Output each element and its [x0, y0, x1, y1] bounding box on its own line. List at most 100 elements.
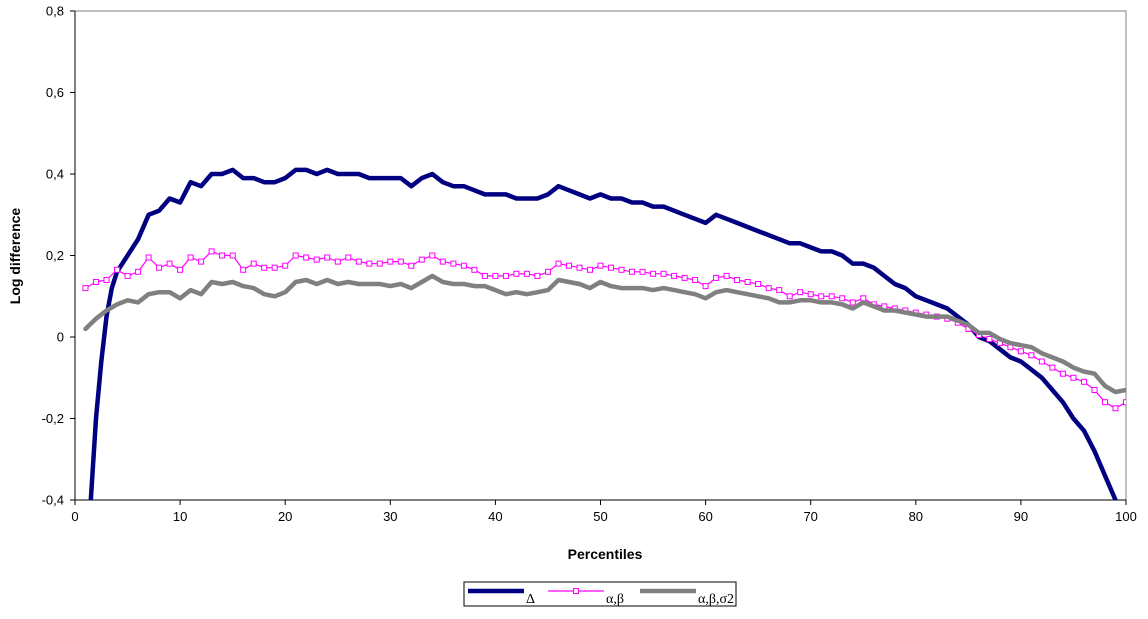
series-2-point	[282, 262, 289, 269]
y-tick-label: 0,4	[46, 167, 64, 182]
series-2-point	[1049, 364, 1056, 371]
series-2-point	[1038, 358, 1045, 365]
series-2-point	[618, 266, 625, 273]
x-tick-label: 40	[488, 509, 502, 524]
series-2-point	[439, 258, 446, 265]
series-2-point	[135, 268, 142, 275]
legend-marker-2	[573, 588, 579, 594]
series-layer	[82, 167, 1126, 500]
series-2-point	[229, 252, 236, 259]
series-2-point	[460, 262, 467, 269]
legend-label-2: α,β	[606, 592, 624, 607]
y-tick-label: 0,6	[46, 85, 64, 100]
series-2-point	[502, 272, 509, 279]
y-tick-label: 0,2	[46, 248, 64, 263]
series-2-point	[839, 295, 846, 302]
series-2-point	[124, 272, 131, 279]
series-2-point	[271, 264, 278, 271]
legend-label-1: Δ	[526, 592, 535, 607]
series-2-point	[418, 256, 425, 263]
x-tick-label: 90	[1014, 509, 1028, 524]
series-2-point	[166, 260, 173, 267]
series-2-point	[1059, 370, 1066, 377]
legend-label-3: α,β,σ2	[698, 592, 734, 607]
series-2-point	[387, 258, 394, 265]
series-3-line	[83, 273, 1126, 395]
series-2-point	[250, 260, 257, 267]
series-2-point	[587, 266, 593, 273]
y-tick-label: -0,4	[42, 493, 64, 508]
series-2-point	[776, 287, 783, 294]
x-tick-label: 100	[1115, 509, 1137, 524]
series-1	[88, 167, 1118, 500]
series-2-point	[492, 272, 499, 279]
series-2-point	[597, 262, 604, 269]
series-2-point	[303, 254, 310, 261]
x-tick-label: 20	[278, 509, 292, 524]
series-2-point	[702, 283, 709, 290]
series-2-point	[755, 281, 762, 287]
series-2-point	[145, 254, 152, 261]
series-2-point	[103, 277, 110, 283]
series-2-point	[1112, 405, 1119, 412]
series-2-point	[828, 293, 835, 300]
series-2-point	[713, 274, 720, 281]
series-2-point	[566, 262, 572, 269]
series-1-line	[88, 167, 1118, 500]
series-2-point	[324, 254, 331, 261]
series-2-point	[786, 293, 793, 300]
series-2-point	[1081, 378, 1087, 385]
series-2-point	[82, 285, 89, 292]
series-2-point	[681, 274, 688, 281]
x-tick-label: 30	[383, 509, 397, 524]
series-2-point	[639, 268, 646, 275]
series-2-point	[355, 258, 362, 265]
series-2-point	[1123, 399, 1126, 406]
series-2-point	[187, 254, 194, 261]
x-tick-label: 10	[173, 509, 187, 524]
series-2-point	[818, 293, 825, 300]
series-2-point	[93, 279, 99, 285]
series-2-point	[986, 336, 993, 342]
series-2-point	[576, 264, 583, 271]
series-2-point	[429, 252, 436, 259]
series-2-point	[334, 258, 341, 265]
series-2-point	[397, 258, 404, 265]
series-2-point	[797, 289, 804, 296]
series-2-point	[523, 270, 530, 277]
series-2-point	[1028, 352, 1035, 359]
series-2-point	[313, 256, 320, 263]
x-tick-label: 60	[698, 509, 712, 524]
series-2-point	[450, 260, 457, 267]
series-2-point	[376, 260, 383, 267]
series-2-point	[1070, 374, 1077, 381]
series-2-point	[849, 299, 856, 306]
plot-area: -0,4 -0,2 0 0,2 0,4 0,6 0,8 0 10 20 30 40 50 60 70 80 90…	[42, 4, 1137, 525]
series-2-point	[198, 258, 205, 265]
series-2-point	[534, 272, 541, 279]
series-2-point	[208, 248, 215, 255]
series-2-point	[723, 272, 730, 279]
series-2-point	[692, 277, 699, 283]
series-2-point	[545, 268, 551, 275]
series-2-point	[608, 264, 614, 271]
series-2-point	[1017, 348, 1024, 355]
x-tick-label: 0	[71, 509, 78, 524]
series-2-point	[860, 295, 867, 302]
series-2-point	[481, 272, 488, 279]
series-2-point	[660, 270, 667, 277]
series-2-point	[513, 270, 520, 277]
series-2-point	[807, 291, 814, 298]
series-2-point	[345, 254, 352, 261]
series-2-point	[744, 279, 751, 285]
series-2-point	[555, 260, 562, 267]
series-2-point	[471, 266, 478, 273]
x-axis-title: Percentiles	[568, 546, 643, 562]
x-tick-label: 70	[803, 509, 817, 524]
series-2-point	[408, 262, 415, 269]
series-2-point	[366, 260, 373, 267]
